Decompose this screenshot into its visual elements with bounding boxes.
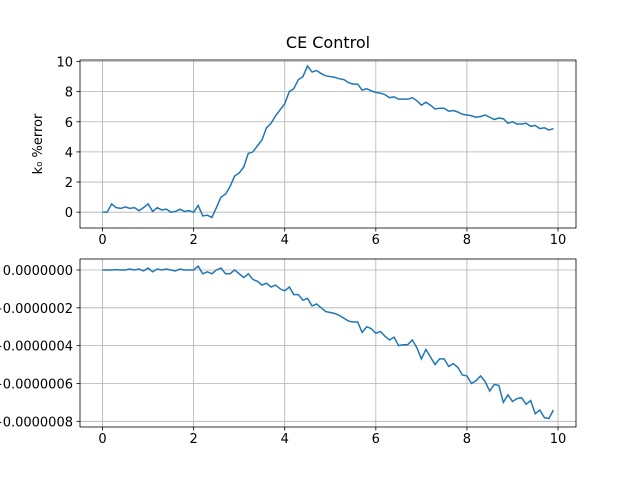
data-line [102, 64, 554, 219]
y-tick-label: −0.0000004 [0, 340, 73, 355]
x-tick-label: 6 [372, 233, 380, 248]
axes: CE Control k₀ %error 0 2 4 6 8 10 0 2 4 6 8 10 [31, 33, 577, 248]
axes: 0 2 4 6 8 10 0.0000000 −0.0000002 −0.0000004 −0.0… [0, 258, 577, 447]
x-tick-label: 10 [550, 432, 567, 447]
x-tick-label: 4 [281, 233, 289, 248]
y-tick-label: −0.0000006 [0, 377, 73, 392]
y-tick-label: 8 [65, 86, 73, 101]
axes-frame [79, 59, 577, 229]
y-tick-label: 4 [65, 146, 73, 161]
x-tick-label: 0 [98, 233, 106, 248]
y-tick-label: 0.0000000 [3, 264, 73, 279]
x-tick-label: 2 [189, 432, 197, 447]
x-tick-label: 8 [463, 233, 471, 248]
axes-frame [79, 258, 577, 428]
data-line [102, 265, 555, 420]
y-tick-label: 2 [65, 176, 73, 191]
y-tick-label: 6 [65, 116, 73, 131]
y-tick-label: 0 [65, 206, 73, 221]
x-tick-label: 10 [550, 233, 567, 248]
y-tick-label: −0.0000002 [0, 302, 73, 317]
y-axis-label: k₀ %error [31, 113, 46, 174]
x-tick-label: 0 [98, 432, 106, 447]
x-tick-label: 8 [463, 432, 471, 447]
y-tick-label: 10 [56, 56, 73, 71]
x-tick-label: 6 [372, 432, 380, 447]
x-tick-label: 2 [189, 233, 197, 248]
y-tick-label: −0.0000008 [0, 415, 73, 430]
x-tick-label: 4 [281, 432, 289, 447]
chart-title: CE Control [286, 33, 370, 52]
